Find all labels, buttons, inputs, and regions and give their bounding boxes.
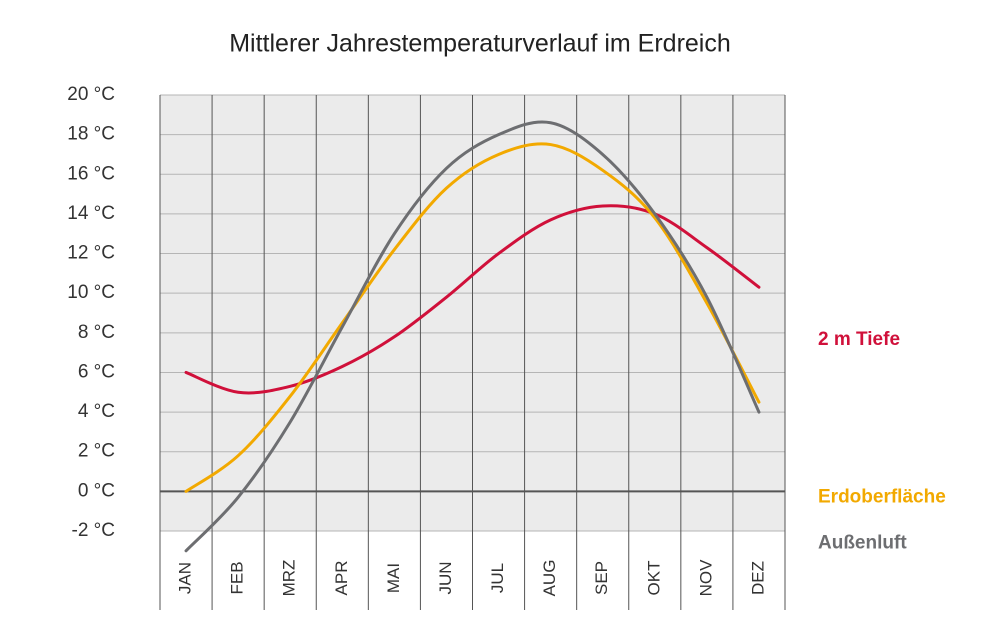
y-tick-label: 14 °C [67, 203, 115, 224]
y-tick-label: 12 °C [67, 243, 115, 264]
chart-title: Mittlerer Jahrestemperaturverlauf im Erd… [229, 30, 731, 58]
x-tick-label: MAI [384, 563, 403, 593]
series-line [184, 204, 761, 395]
x-tick-label: JUL [488, 563, 507, 593]
legend-label: Erdoberfläche [818, 486, 946, 507]
x-tick-label: OKT [644, 561, 663, 596]
y-tick-label: 0 °C [78, 480, 115, 501]
x-tick-label: FEB [228, 561, 247, 594]
x-tick-label: JAN [176, 562, 195, 594]
y-tick-label: 20 °C [67, 84, 115, 105]
y-tick-label: 18 °C [67, 124, 115, 145]
x-tick-label: MRZ [280, 560, 299, 597]
legend-label: Außenluft [818, 532, 907, 553]
y-tick-label: -2 °C [72, 520, 116, 541]
y-tick-label: 16 °C [67, 163, 115, 184]
series-line [184, 120, 761, 553]
y-tick-label: 8 °C [78, 322, 115, 343]
x-tick-label: AUG [540, 560, 559, 597]
y-tick-label: 6 °C [78, 361, 115, 382]
series-line [184, 142, 761, 493]
y-tick-label: 10 °C [67, 282, 115, 303]
y-tick-label: 2 °C [78, 441, 115, 462]
x-tick-label: JUN [436, 561, 455, 594]
x-tick-label: SEP [592, 561, 611, 595]
x-tick-label: APR [332, 561, 351, 596]
y-tick-label: 4 °C [78, 401, 115, 422]
x-tick-label: DEZ [748, 561, 767, 595]
legend-label: 2 m Tiefe [818, 329, 900, 350]
x-tick-label: NOV [696, 559, 715, 597]
